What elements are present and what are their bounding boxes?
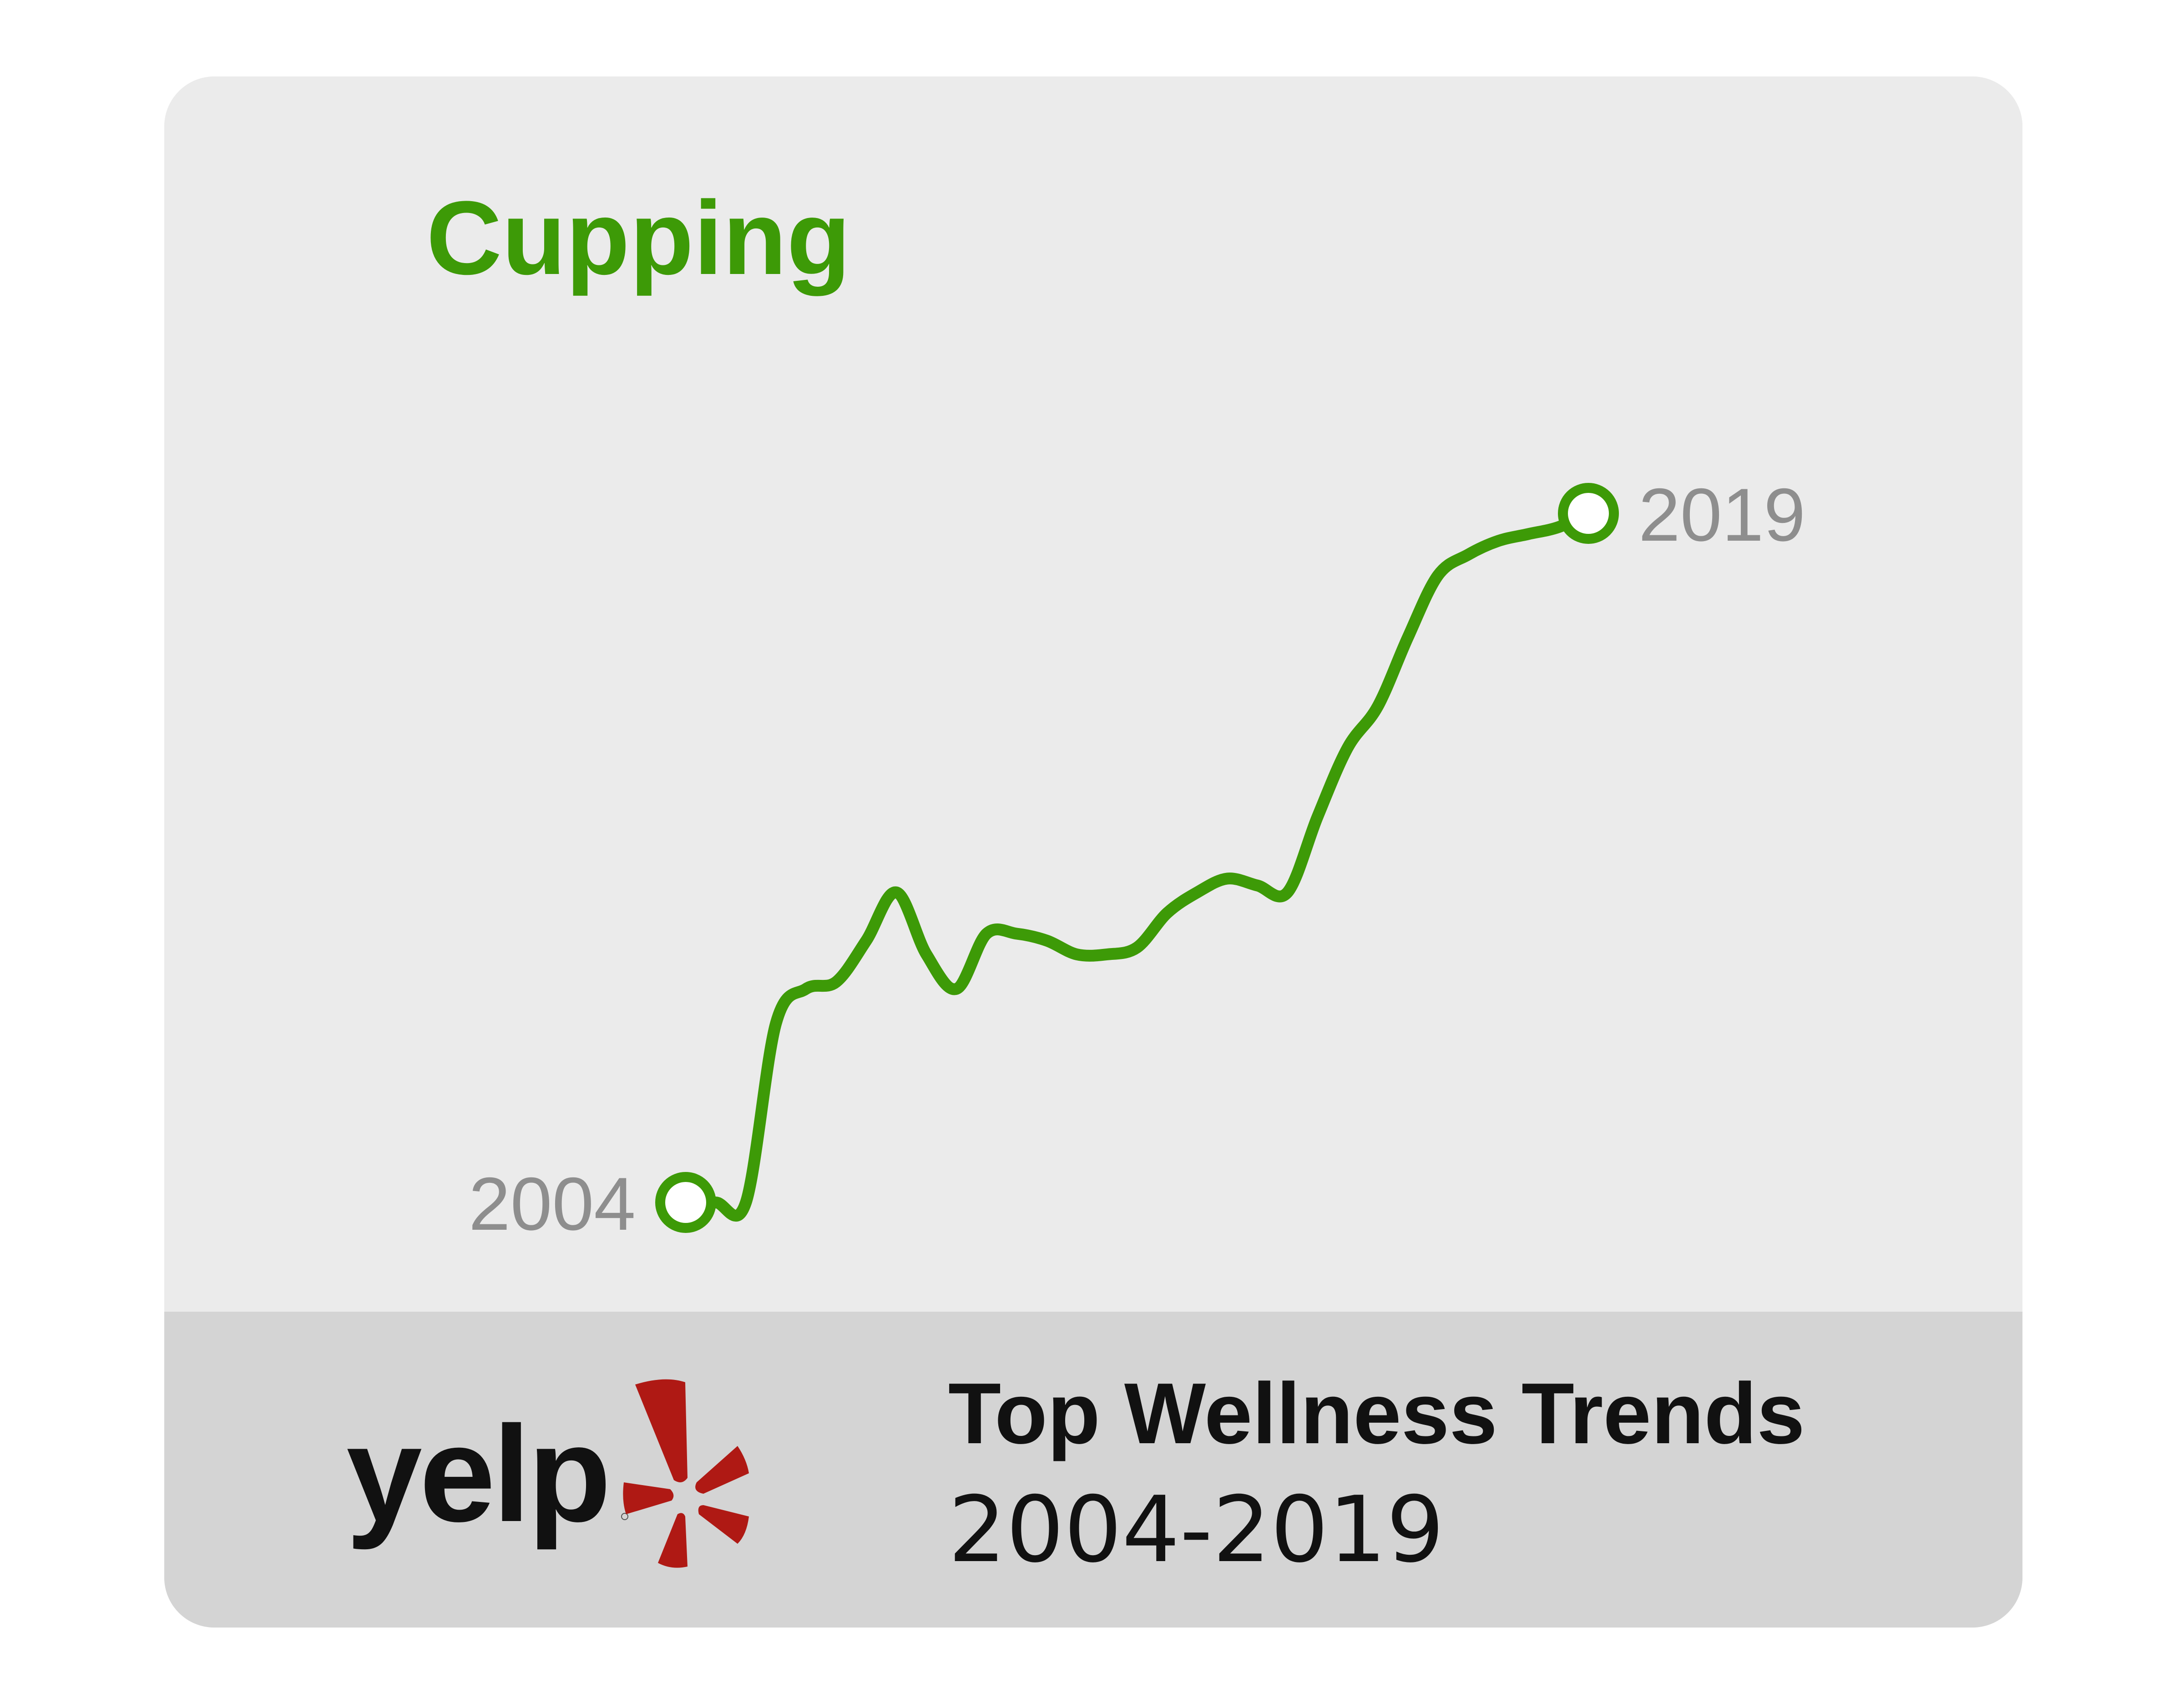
end-point-marker [1558, 483, 1619, 544]
registered-mark [621, 1513, 628, 1520]
footer-title: Top Wellness Trends [948, 1365, 1805, 1462]
yelp-logo: yelp [346, 1366, 756, 1585]
chart-title: Cupping [426, 179, 851, 296]
start-year-label: 2004 [469, 1162, 636, 1246]
end-year-label: 2019 [1638, 473, 1805, 557]
footer-banner: yelp Top Wellness Trends 2004-2019 [164, 1312, 2022, 1628]
yelp-burst-icon [623, 1379, 749, 1568]
trend-card: Cupping 2004 2019 yelp Top Wellness Trend… [164, 76, 2022, 1628]
footer-date-range: 2004-2019 [948, 1477, 1445, 1583]
series-line [680, 507, 1594, 1222]
plot-area: Cupping 2004 2019 [164, 76, 2022, 1312]
trend-chart: 2004 2019 [469, 473, 1805, 1246]
start-point-marker [655, 1172, 716, 1233]
yelp-wordmark: yelp [346, 1397, 608, 1551]
